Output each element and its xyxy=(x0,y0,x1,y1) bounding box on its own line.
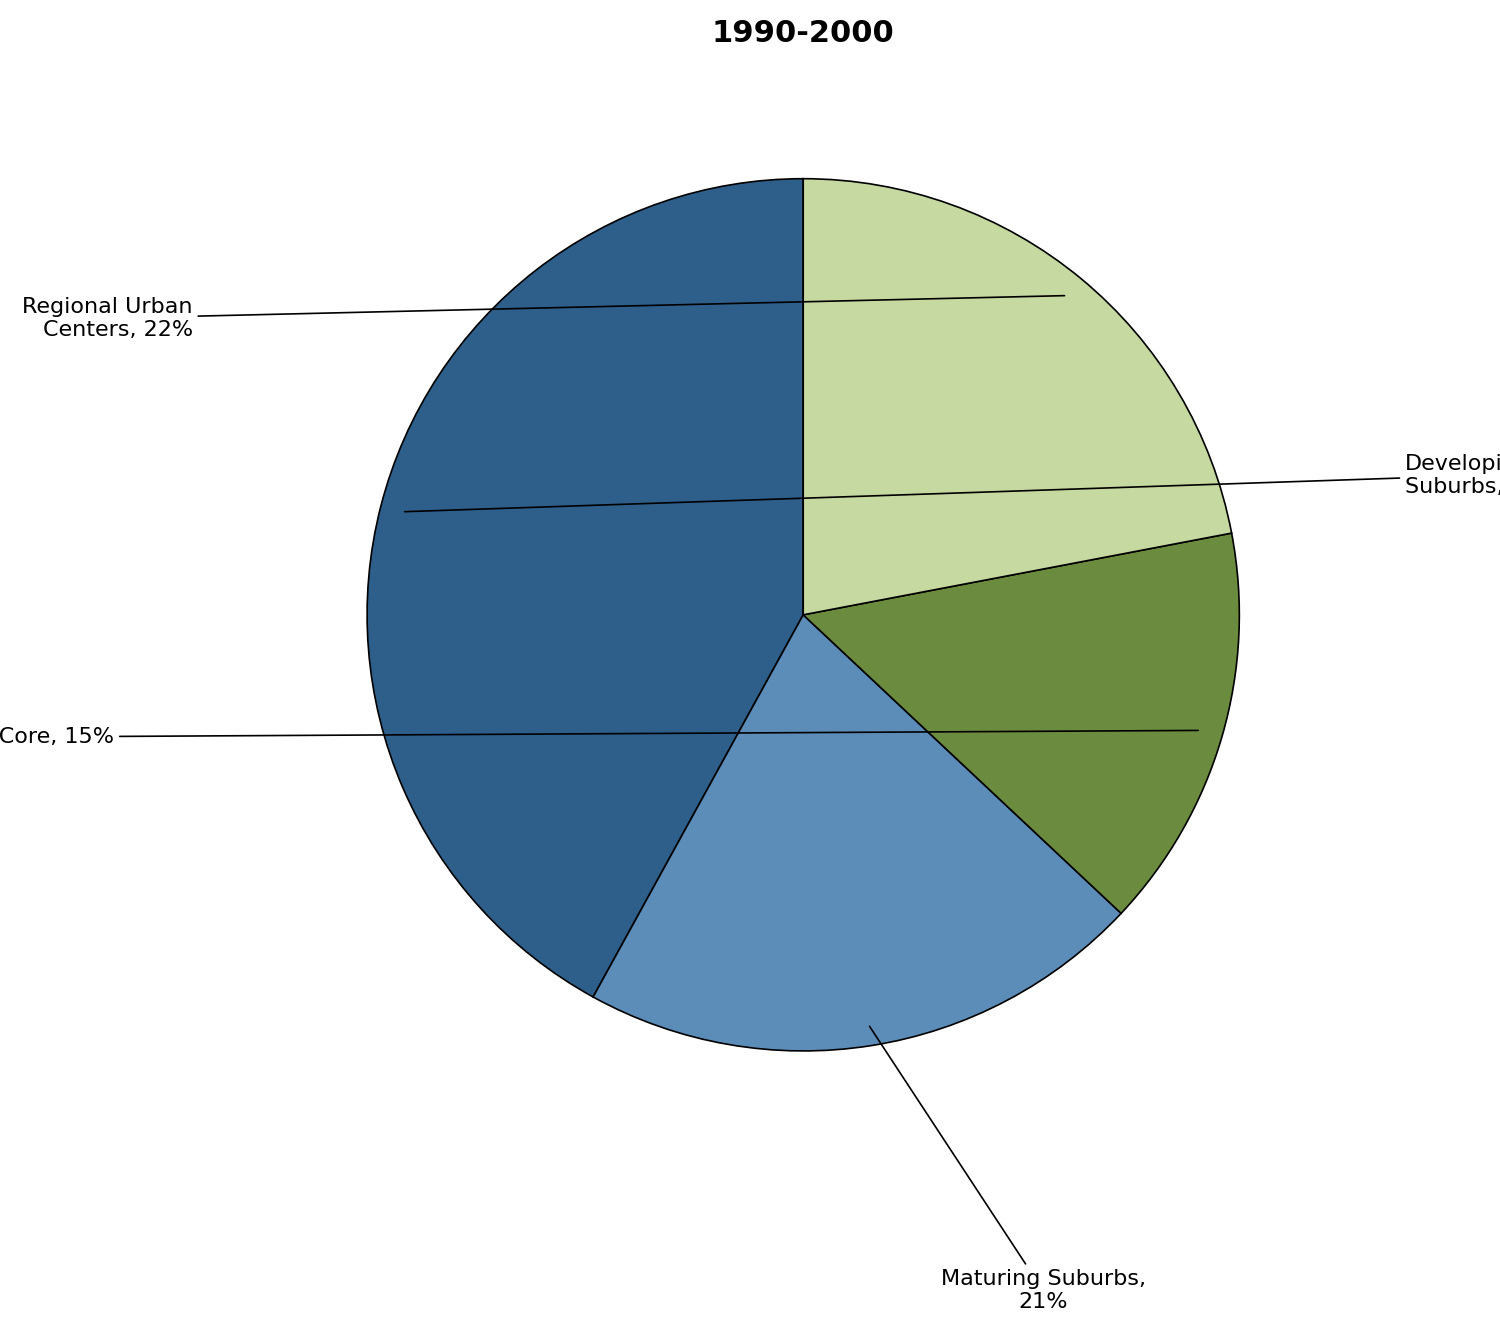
Title: 1990-2000: 1990-2000 xyxy=(712,19,894,48)
Text: Regional Urban
Centers, 22%: Regional Urban Centers, 22% xyxy=(22,295,1065,340)
Text: Developing
Suburbs, 42%: Developing Suburbs, 42% xyxy=(405,454,1500,511)
Wedge shape xyxy=(592,614,1120,1051)
Wedge shape xyxy=(802,179,1232,614)
Text: Inner Core, 15%: Inner Core, 15% xyxy=(0,727,1198,747)
Wedge shape xyxy=(368,179,802,997)
Text: Maturing Suburbs,
21%: Maturing Suburbs, 21% xyxy=(870,1026,1146,1312)
Wedge shape xyxy=(802,534,1239,914)
